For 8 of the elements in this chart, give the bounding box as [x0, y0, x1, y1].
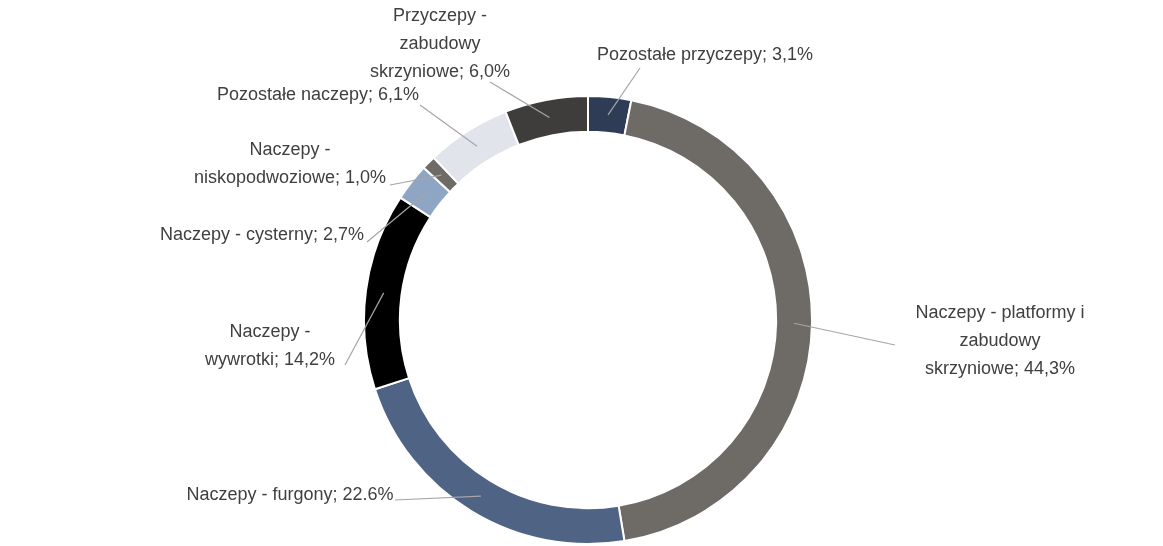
slice-label: Pozostałe naczepy; 6,1%: [216, 83, 420, 104]
slice-label: Naczepy - furgony; 22.6%: [186, 483, 394, 504]
slice-label: Naczepy - platformy i zabudowy skrzyniowe; 44,3%: [915, 301, 1085, 378]
slice-label: Przyczepy - zabudowy skrzyniowe; 6,0%: [369, 4, 511, 81]
slice-label: Naczepy - niskopodwoziowe; 1,0%: [193, 138, 387, 187]
slice-label: Naczepy - cysterny; 2,7%: [159, 223, 365, 244]
slice-label: Naczepy - wywrotki; 14,2%: [203, 320, 336, 369]
slice-label: Pozostałe przyczepy; 3,1%: [596, 43, 814, 64]
